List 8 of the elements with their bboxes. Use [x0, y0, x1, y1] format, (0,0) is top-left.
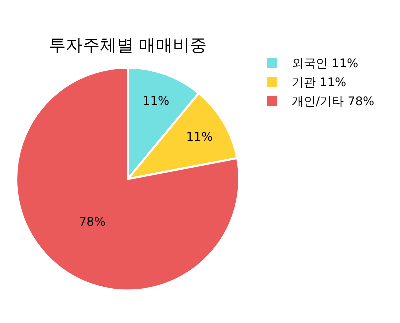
data-label: 11% — [186, 130, 213, 144]
legend-label: 개인/기타 78% — [292, 94, 375, 109]
legend-label: 외국인 11% — [292, 56, 358, 71]
pie-slice — [16, 66, 240, 292]
data-label: 78% — [79, 215, 106, 230]
chart-title: 투자주체별 매매비중 — [48, 36, 208, 56]
data-label: 11% — [142, 94, 170, 108]
legend-label: 기관 11% — [292, 76, 346, 90]
